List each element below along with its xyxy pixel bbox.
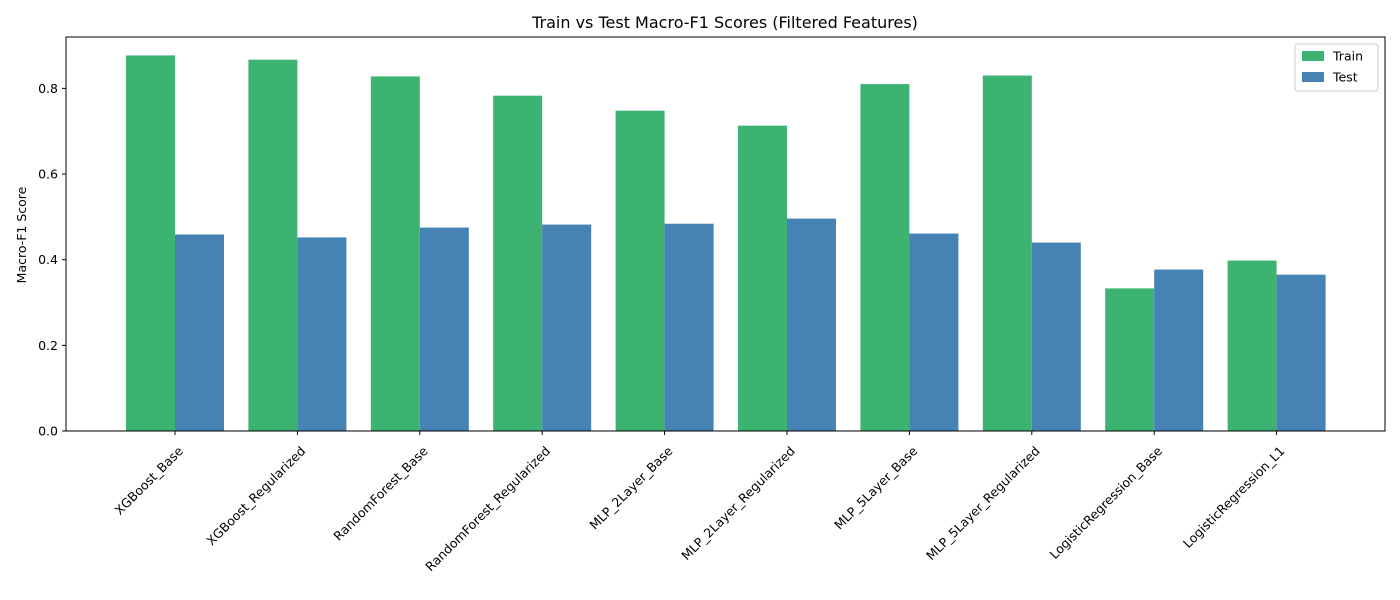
legend-label-train: Train <box>1332 49 1363 64</box>
x-tick-label: MLP_2Layer_Base <box>586 443 675 532</box>
bar-test-5 <box>787 218 836 431</box>
bar-test-3 <box>542 224 592 431</box>
bar-test-7 <box>1031 242 1081 431</box>
bar-train-0 <box>126 55 175 431</box>
bar-test-0 <box>175 234 224 431</box>
y-tick-label: 0.2 <box>38 338 58 353</box>
legend-label-test: Test <box>1332 70 1358 85</box>
legend-swatch-test <box>1302 72 1324 82</box>
bar-train-6 <box>860 84 910 431</box>
legend: Train Test <box>1294 43 1379 92</box>
x-tick-label: LogisticRegression_Base <box>1047 443 1166 562</box>
x-tick-label: MLP_5Layer_Base <box>831 443 920 532</box>
bar-test-9 <box>1276 274 1326 431</box>
x-tick-label: RandomForest_Base <box>330 443 430 543</box>
bar-train-9 <box>1227 260 1277 431</box>
bar-test-6 <box>909 233 959 431</box>
y-tick-label: 0.6 <box>38 167 58 182</box>
x-tick-label: XGBoost_Regularized <box>203 443 308 548</box>
y-tick-label: 0.8 <box>38 81 58 96</box>
y-tick-label: 0.0 <box>38 424 58 439</box>
bar-test-4 <box>664 223 714 431</box>
x-axis: XGBoost_Base XGBoost_Regularized RandomFor… <box>111 431 1288 574</box>
y-axis-label: Macro-F1 Score <box>14 186 29 283</box>
bar-train-3 <box>493 95 543 431</box>
x-tick-label: MLP_2Layer_Regularized <box>678 443 798 563</box>
bar-train-8 <box>1105 288 1155 431</box>
bar-train-7 <box>982 75 1032 431</box>
bar-train-1 <box>248 59 298 432</box>
chart-title: Train vs Test Macro-F1 Scores (Filtered … <box>531 13 918 32</box>
legend-swatch-train <box>1302 51 1324 61</box>
bar-train-5 <box>738 125 787 432</box>
bar-train-4 <box>615 110 665 432</box>
bar-test-2 <box>419 227 469 431</box>
y-tick-label: 0.4 <box>38 252 58 267</box>
x-tick-label: LogisticRegression_L1 <box>1180 443 1288 551</box>
x-tick-label: MLP_5Layer_Regularized <box>923 443 1043 563</box>
x-tick-label: XGBoost_Base <box>111 443 186 518</box>
bar-test-8 <box>1154 269 1204 431</box>
bar-test-1 <box>297 237 347 431</box>
bar-train-2 <box>370 76 420 432</box>
plot-frame <box>65 36 1386 432</box>
x-tick-label: RandomForest_Regularized <box>422 443 553 574</box>
bars-group <box>126 55 1326 432</box>
y-axis: 0.0 0.2 0.4 0.6 0.8 <box>38 81 66 439</box>
